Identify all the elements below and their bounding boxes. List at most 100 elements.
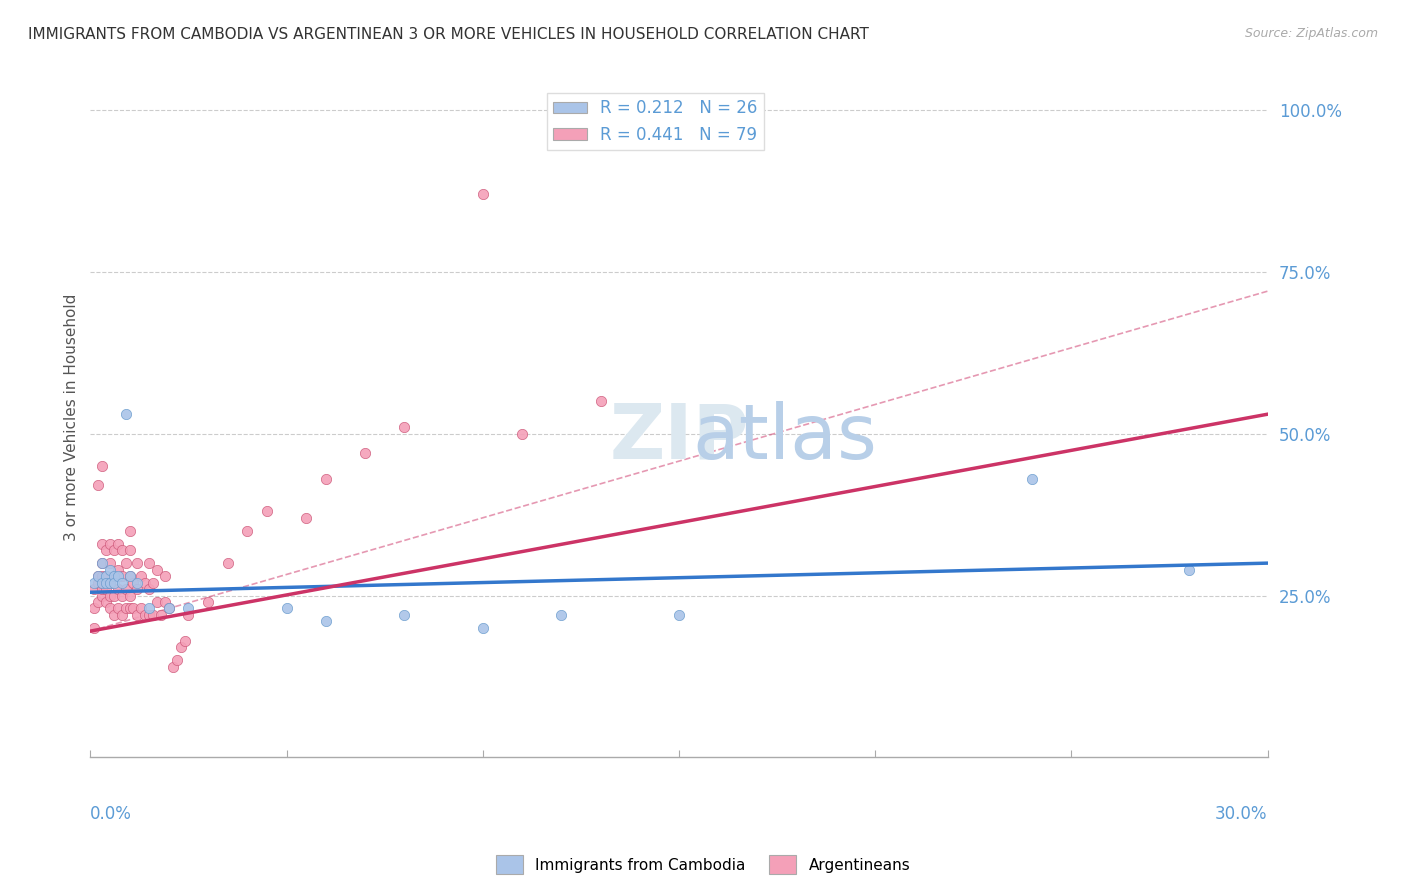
Point [354, 446, 377, 460]
Point [103, 589, 125, 603]
Point [127, 582, 149, 596]
Point [138, 556, 160, 570]
Point [91, 458, 114, 473]
Text: 0.0%: 0.0% [90, 805, 132, 823]
Point [94, 575, 117, 590]
Point [118, 569, 141, 583]
Point [153, 595, 176, 609]
Point [107, 563, 129, 577]
Point [471, 621, 494, 635]
Point [550, 607, 572, 622]
Point [149, 607, 172, 622]
Point [94, 569, 117, 583]
Point [118, 601, 141, 615]
Point [103, 543, 125, 558]
Point [157, 601, 180, 615]
Point [146, 563, 169, 577]
Legend: R = 0.212   N = 26, R = 0.441   N = 79: R = 0.212 N = 26, R = 0.441 N = 79 [547, 93, 763, 150]
Point [98, 556, 121, 570]
Point [1178, 563, 1201, 577]
Point [169, 640, 191, 655]
Point [91, 537, 114, 551]
Point [173, 633, 195, 648]
Point [127, 575, 149, 590]
Point [134, 607, 156, 622]
Text: Source: ZipAtlas.com: Source: ZipAtlas.com [1244, 27, 1378, 40]
Point [91, 575, 114, 590]
Point [589, 394, 612, 409]
Point [217, 556, 239, 570]
Point [510, 426, 533, 441]
Point [94, 569, 117, 583]
Point [142, 607, 165, 622]
Point [138, 607, 160, 622]
Point [1021, 472, 1043, 486]
Point [118, 589, 141, 603]
Point [118, 524, 141, 538]
Point [87, 575, 110, 590]
Text: 30.0%: 30.0% [1215, 805, 1268, 823]
Point [107, 582, 129, 596]
Point [122, 601, 145, 615]
Point [127, 607, 149, 622]
Point [91, 569, 114, 583]
Point [131, 569, 153, 583]
Point [157, 601, 180, 615]
Point [98, 537, 121, 551]
Text: atlas: atlas [693, 401, 877, 475]
Point [83, 582, 105, 596]
Point [394, 420, 416, 434]
Point [107, 601, 129, 615]
Point [256, 504, 278, 518]
Point [98, 589, 121, 603]
Point [87, 595, 110, 609]
Point [138, 601, 160, 615]
Point [91, 556, 114, 570]
Point [91, 589, 114, 603]
Point [134, 575, 156, 590]
Point [114, 556, 136, 570]
Text: IMMIGRANTS FROM CAMBODIA VS ARGENTINEAN 3 OR MORE VEHICLES IN HOUSEHOLD CORRELAT: IMMIGRANTS FROM CAMBODIA VS ARGENTINEAN … [28, 27, 869, 42]
Legend: Immigrants from Cambodia, Argentineans: Immigrants from Cambodia, Argentineans [489, 849, 917, 880]
Point [162, 659, 184, 673]
Point [83, 601, 105, 615]
Point [91, 582, 114, 596]
Point [111, 607, 134, 622]
Point [111, 575, 134, 590]
Point [91, 575, 114, 590]
Point [197, 595, 219, 609]
Point [153, 569, 176, 583]
Y-axis label: 3 or more Vehicles in Household: 3 or more Vehicles in Household [65, 293, 79, 541]
Point [114, 407, 136, 421]
Point [315, 615, 337, 629]
Point [315, 472, 337, 486]
Point [111, 589, 134, 603]
Point [114, 601, 136, 615]
Point [118, 543, 141, 558]
Point [166, 653, 188, 667]
Point [471, 186, 494, 201]
Point [177, 607, 200, 622]
Point [177, 601, 200, 615]
Point [103, 607, 125, 622]
Point [127, 556, 149, 570]
Point [107, 537, 129, 551]
Point [103, 569, 125, 583]
Point [98, 601, 121, 615]
Point [98, 575, 121, 590]
Point [94, 543, 117, 558]
Point [114, 582, 136, 596]
Point [87, 478, 110, 492]
Point [111, 543, 134, 558]
Point [83, 575, 105, 590]
Point [103, 569, 125, 583]
Point [103, 575, 125, 590]
Point [131, 601, 153, 615]
Point [394, 607, 416, 622]
Point [138, 582, 160, 596]
Point [91, 556, 114, 570]
Point [295, 510, 318, 524]
Point [94, 595, 117, 609]
Point [98, 563, 121, 577]
Point [98, 575, 121, 590]
